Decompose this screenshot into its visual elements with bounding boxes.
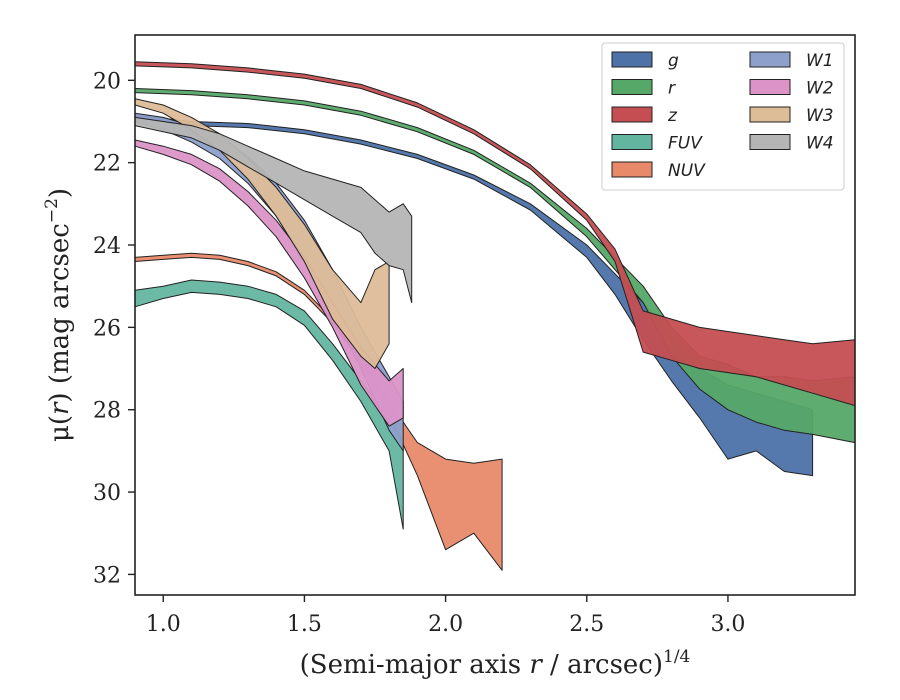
legend-swatch-w3	[749, 106, 791, 123]
y-axis: 20 22 24 26 28 30 32	[93, 69, 135, 588]
legend-swatch-g	[611, 51, 653, 68]
x-tick-label: 1.5	[287, 612, 322, 637]
legend-swatch-nuv	[611, 161, 653, 178]
y-tick-label: 24	[93, 234, 121, 259]
band-w2	[134, 139, 404, 427]
x-tick-label: 2.5	[569, 612, 604, 637]
y-tick-label: 22	[93, 152, 121, 177]
y-tick-label: 32	[93, 563, 121, 588]
legend-swatch-fuv	[611, 134, 653, 150]
x-tick-label: 1.0	[146, 612, 181, 637]
band-nuv	[134, 252, 503, 571]
legend-label-r: r	[668, 79, 676, 99]
y-tick-label: 28	[93, 399, 121, 424]
legend-label-nuv: NUV	[668, 161, 706, 181]
legend-label-w1: W1	[806, 51, 834, 71]
legend-label-g: g	[668, 51, 679, 71]
band-fuv	[134, 279, 404, 530]
series-bands	[134, 61, 856, 571]
legend-label-w3: W3	[806, 106, 834, 126]
legend-label-w4: W4	[806, 134, 834, 154]
legend-swatch-w1	[749, 51, 791, 68]
x-tick-label: 2.0	[428, 612, 463, 637]
band-g	[134, 114, 814, 477]
legend-swatch-w2	[749, 79, 791, 95]
legend-label-fuv: FUV	[668, 134, 703, 154]
legend-swatch-r	[611, 79, 653, 95]
y-tick-label: 20	[93, 69, 121, 94]
legend-label-w2: W2	[806, 79, 834, 99]
legend-label-z: z	[667, 106, 678, 126]
y-axis-label: μ(r) (mag arcsec−2)	[42, 188, 75, 442]
band-w4	[134, 116, 413, 304]
x-axis-label: (Semi-major axis r / arcsec)1/4	[300, 647, 691, 680]
legend: grz FUV NUV W1 W2 W3 W4	[601, 42, 845, 191]
legend-swatch-w4	[749, 134, 791, 150]
plot-frame	[134, 34, 856, 596]
x-axis: 1.0 1.5 2.0 2.5 3.0	[146, 595, 745, 637]
y-tick-label: 30	[93, 481, 121, 506]
legend-swatch-z	[611, 106, 653, 123]
x-tick-label: 3.0	[710, 612, 745, 637]
y-tick-label: 26	[93, 316, 121, 341]
